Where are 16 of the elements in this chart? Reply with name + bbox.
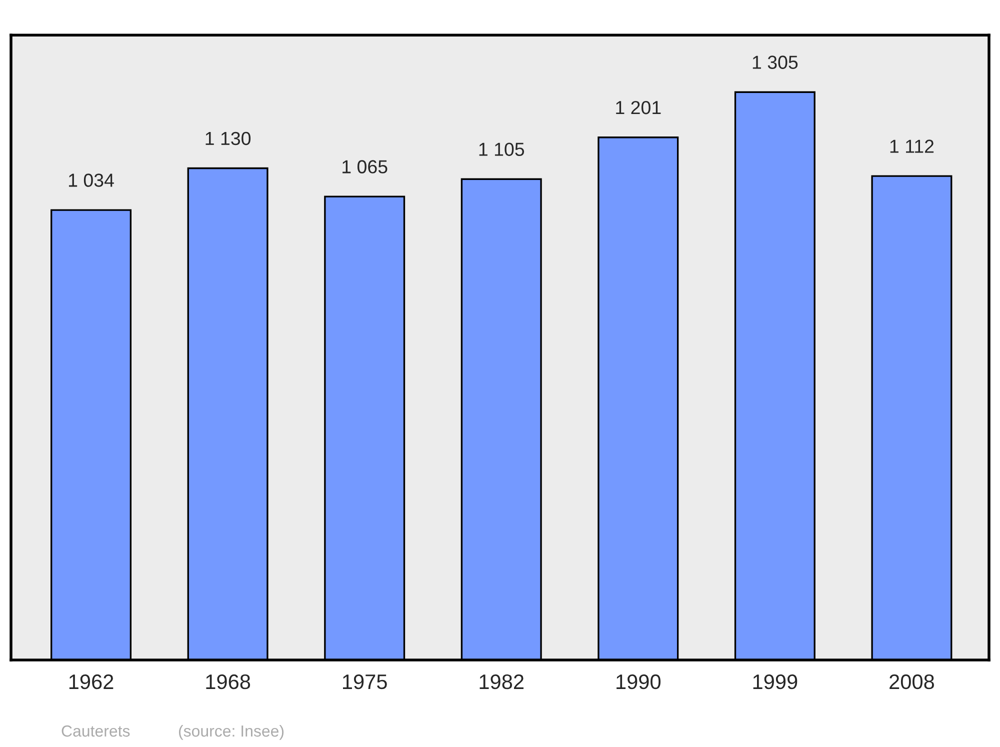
data-label: 1 105 <box>479 142 524 156</box>
data-label: 1 130 <box>206 132 251 146</box>
data-label: 1 305 <box>752 56 798 69</box>
data-label: 1 065 <box>342 160 388 174</box>
x-tick-label: 1975 <box>343 674 387 690</box>
data-label: 1 201 <box>616 100 661 114</box>
data-label: 1 112 <box>890 140 934 153</box>
text: Cauterets <box>62 725 130 737</box>
x-tick-label: 1982 <box>480 674 524 690</box>
text: (source: Insee) <box>178 724 284 740</box>
x-tick-label: 1990 <box>616 674 661 690</box>
data-label: 1 034 <box>68 174 114 187</box>
x-tick-label: 1999 <box>753 674 798 690</box>
x-tick-label: 1962 <box>69 674 114 690</box>
x-tick-label: 2008 <box>890 674 934 690</box>
x-tick-label: 1968 <box>206 674 250 690</box>
